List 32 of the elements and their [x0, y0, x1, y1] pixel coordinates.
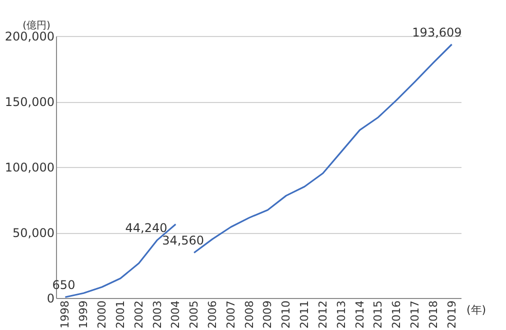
x-tick-label: 2009 [261, 300, 274, 328]
x-tick-label: 2010 [280, 300, 293, 328]
x-tick-label: 2015 [372, 300, 385, 328]
data-label: 193,609 [412, 25, 462, 40]
y-tick-label: 200,000 [4, 30, 54, 44]
x-tick-label: 2012 [316, 300, 330, 328]
y-axis-title: (億円) [22, 20, 50, 32]
x-tick-label: 2016 [390, 300, 404, 328]
x-tick-label: 2002 [132, 300, 146, 328]
x-tick-label: 1999 [77, 300, 90, 328]
x-tick-label: 2008 [242, 300, 256, 328]
x-tick-label: 2011 [298, 300, 312, 328]
x-tick-label: 2006 [206, 300, 219, 328]
x-tick-label: 1998 [58, 300, 72, 328]
x-tick-label: 2019 [445, 300, 458, 328]
data-label: 44,240 [125, 221, 168, 236]
x-tick-label: 2014 [353, 300, 366, 328]
y-tick-label: 100,000 [4, 160, 54, 174]
x-tick-label: 2018 [426, 300, 440, 328]
x-tick-label: 2000 [96, 300, 109, 328]
x-tick-label: 2017 [408, 300, 422, 328]
x-tick-label: 2001 [114, 300, 127, 328]
x-tick-label: 2007 [224, 300, 238, 328]
x-tick-label: 2004 [169, 300, 182, 328]
data-label: 34,560 [162, 234, 204, 248]
y-tick-label: 0 [46, 292, 54, 306]
x-axis-title: (年) [466, 304, 486, 316]
y-tick-label: 150,000 [4, 95, 54, 109]
y-tick-label: 50,000 [12, 226, 54, 240]
x-tick-label: 2003 [150, 300, 164, 328]
x-tick-label: 2005 [188, 300, 201, 328]
x-tick-label: 2013 [334, 300, 348, 328]
